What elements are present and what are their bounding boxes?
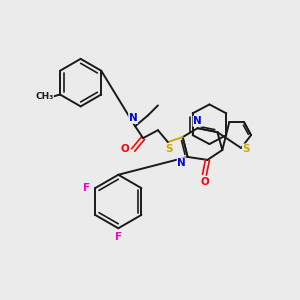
Text: N: N (193, 116, 202, 126)
Text: F: F (83, 183, 90, 193)
Text: O: O (121, 144, 130, 154)
Text: S: S (165, 144, 172, 154)
Text: F: F (115, 232, 122, 242)
Text: O: O (200, 177, 209, 187)
Text: S: S (242, 144, 250, 154)
Text: N: N (177, 158, 186, 168)
Text: CH₃: CH₃ (35, 92, 53, 101)
Text: N: N (129, 113, 137, 123)
